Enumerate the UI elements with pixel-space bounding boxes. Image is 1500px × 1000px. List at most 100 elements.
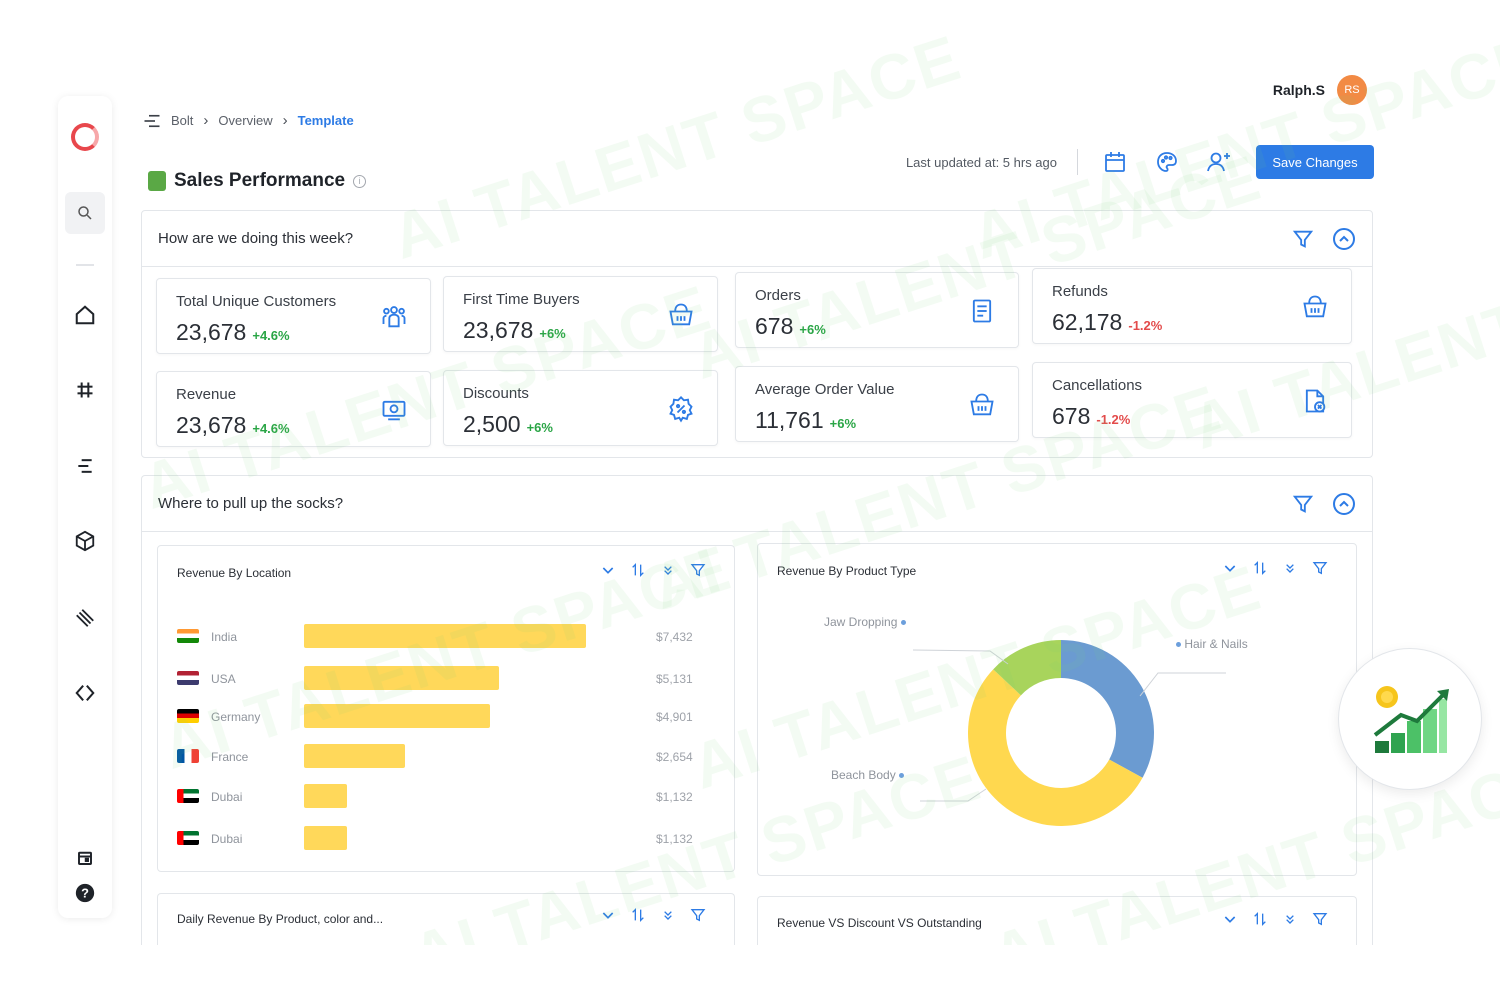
stat-card-total-unique-customers[interactable]: Total Unique Customers 23,678 +4.6% [156, 278, 431, 354]
filter-icon[interactable] [1292, 228, 1314, 250]
revenue-by-product-type-chart [912, 640, 1226, 826]
stat-delta: -1.2% [1096, 412, 1131, 427]
double-chevron-down-icon[interactable] [1282, 911, 1298, 927]
align-lines-icon [78, 459, 92, 473]
search-icon [78, 206, 92, 220]
filter-icon[interactable] [690, 907, 706, 923]
info-icon[interactable]: i [353, 174, 367, 188]
flag-icon [177, 629, 199, 643]
stat-card-revenue[interactable]: Revenue 23,678 +4.6% [156, 371, 431, 447]
chevron-down-icon[interactable] [600, 562, 616, 578]
sort-icon[interactable] [630, 562, 646, 578]
filter-icon[interactable] [690, 562, 706, 578]
stat-card-discounts[interactable]: Discounts 2,500 +6% [443, 370, 718, 446]
card-title: Revenue By Product Type [777, 564, 917, 578]
stat-card-cancellations[interactable]: Cancellations 678 -1.2% [1032, 362, 1352, 438]
stat-card-first-time-buyers[interactable]: First Time Buyers 23,678 +6% [443, 276, 718, 352]
bar[interactable] [304, 666, 499, 690]
breadcrumb-item-overview[interactable]: Overview [218, 113, 273, 128]
growth-chart-icon [1373, 686, 1449, 753]
stat-delta: +6% [539, 326, 566, 341]
stat-value: 23,678 +4.6% [176, 319, 290, 345]
sidebar-item-grid[interactable] [58, 373, 112, 407]
basket-icon [669, 303, 693, 326]
pie-slice[interactable] [968, 669, 1143, 826]
pie-slice[interactable] [993, 640, 1061, 696]
user-menu[interactable]: Ralph.S RS [1273, 75, 1367, 105]
filter-icon[interactable] [1312, 560, 1328, 576]
sidebar-item-products[interactable] [58, 524, 112, 558]
sort-icon[interactable] [1252, 911, 1268, 927]
header-actions: Last updated at: 5 hrs ago Save Changes [906, 145, 1374, 179]
sort-icon[interactable] [630, 907, 646, 923]
revenue-by-location-card: Revenue By Location India $7,432 USA $5,131… [157, 545, 735, 872]
bar[interactable] [304, 826, 347, 850]
double-chevron-down-icon[interactable] [1282, 560, 1298, 576]
theme-button[interactable] [1152, 147, 1182, 177]
collapse-icon[interactable] [1332, 492, 1356, 516]
sidebar-item-help[interactable]: ? [58, 876, 112, 910]
pie-slice[interactable] [1061, 640, 1154, 778]
diamond-code-icon [75, 685, 95, 701]
sidebar-item-code[interactable] [58, 676, 112, 710]
bar-value-label: $1,132 [656, 790, 693, 804]
chevron-down-icon[interactable] [600, 907, 616, 923]
bar-category-label: USA [211, 672, 236, 686]
stat-value: 11,761 +6% [755, 407, 857, 433]
pie-leader-line [1139, 672, 1226, 697]
stat-card-refunds[interactable]: Refunds 62,178 -1.2% [1032, 268, 1352, 344]
page-title-group: Sales Performance i [148, 170, 367, 192]
calendar-icon [78, 851, 92, 865]
sort-icon[interactable] [1252, 560, 1268, 576]
save-changes-button[interactable]: Save Changes [1256, 145, 1374, 179]
receipt-icon [972, 299, 992, 323]
pie-label-jaw-dropping: Jaw Dropping [824, 615, 906, 629]
stat-card-orders[interactable]: Orders 678 +6% [735, 272, 1019, 348]
discount-icon [669, 396, 693, 423]
sidebar-item-stripes[interactable] [58, 601, 112, 635]
card-title: Revenue VS Discount VS Outstanding [777, 916, 982, 930]
sidebar-item-list[interactable] [58, 449, 112, 483]
bar-category-label: France [211, 750, 249, 764]
bar-category-label: Germany [211, 710, 261, 724]
add-user-button[interactable] [1204, 147, 1234, 177]
bar[interactable] [304, 624, 586, 648]
calendar-button[interactable] [1100, 147, 1130, 177]
bar-value-label: $5,131 [656, 672, 693, 686]
stat-value: 23,678 +4.6% [176, 412, 290, 438]
growth-badge[interactable] [1338, 648, 1482, 790]
stat-delta: +6% [829, 416, 857, 431]
panel-header: How are we doing this week? [142, 211, 1372, 267]
chevron-down-icon[interactable] [1222, 911, 1238, 927]
stat-label: First Time Buyers [463, 291, 580, 308]
chevron-right-icon: › [203, 112, 209, 129]
pie-leader-line [912, 649, 1009, 665]
stat-card-average-order-value[interactable]: Average Order Value 11,761 +6% [735, 366, 1019, 442]
filter-icon[interactable] [1312, 911, 1328, 927]
breadcrumb-item-template[interactable]: Template [297, 113, 354, 128]
stat-label: Refunds [1052, 283, 1108, 300]
collapse-icon[interactable] [1332, 227, 1356, 251]
breadcrumb-item-bolt[interactable]: Bolt [171, 113, 194, 128]
double-chevron-down-icon[interactable] [660, 907, 676, 923]
home-icon [75, 305, 95, 325]
sidebar-search-button[interactable] [65, 192, 105, 234]
bar-row: Dubai $1,132 [158, 826, 736, 852]
sidebar: ? [58, 96, 112, 918]
bar[interactable] [304, 744, 405, 768]
stat-label: Cancellations [1052, 377, 1143, 394]
bar-category-label: India [211, 630, 238, 644]
app-logo[interactable] [58, 120, 112, 154]
chevron-down-icon[interactable] [1222, 560, 1238, 576]
bar[interactable] [304, 704, 490, 728]
double-chevron-down-icon[interactable] [660, 562, 676, 578]
avatar[interactable]: RS [1337, 75, 1367, 105]
menu-toggle-icon[interactable] [143, 113, 161, 129]
bar[interactable] [304, 784, 347, 808]
bar-category-label: Dubai [211, 832, 243, 846]
sidebar-item-home[interactable] [58, 298, 112, 332]
basket-icon [970, 393, 994, 416]
sidebar-item-calendar[interactable] [58, 841, 112, 875]
filter-icon[interactable] [1292, 493, 1314, 515]
panel-tools [1292, 227, 1356, 251]
